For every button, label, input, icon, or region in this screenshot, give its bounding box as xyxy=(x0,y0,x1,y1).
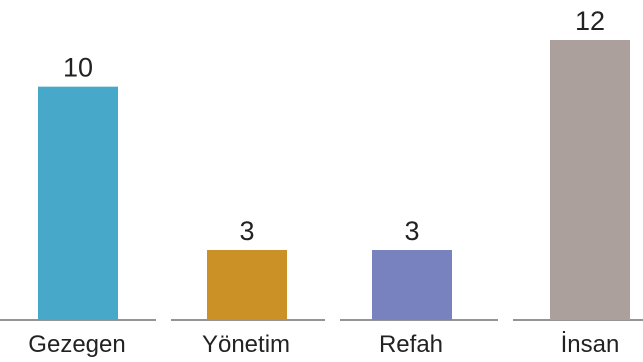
category-label: Yönetim xyxy=(202,331,290,358)
category-label: Refah xyxy=(379,331,443,358)
bar xyxy=(550,40,630,320)
data-label: 3 xyxy=(404,216,419,246)
data-labels: 10 3 3 12 xyxy=(63,6,605,246)
bars xyxy=(38,40,630,321)
bar xyxy=(38,86,118,321)
category-label: Gezegen xyxy=(28,331,125,358)
data-label: 3 xyxy=(239,216,254,246)
category-labels: Gezegen Yönetim Refah İnsan xyxy=(28,331,619,358)
bar xyxy=(372,250,452,320)
data-label: 12 xyxy=(575,6,605,36)
bar xyxy=(207,250,287,320)
data-label: 10 xyxy=(63,53,93,83)
category-label: İnsan xyxy=(561,331,620,358)
